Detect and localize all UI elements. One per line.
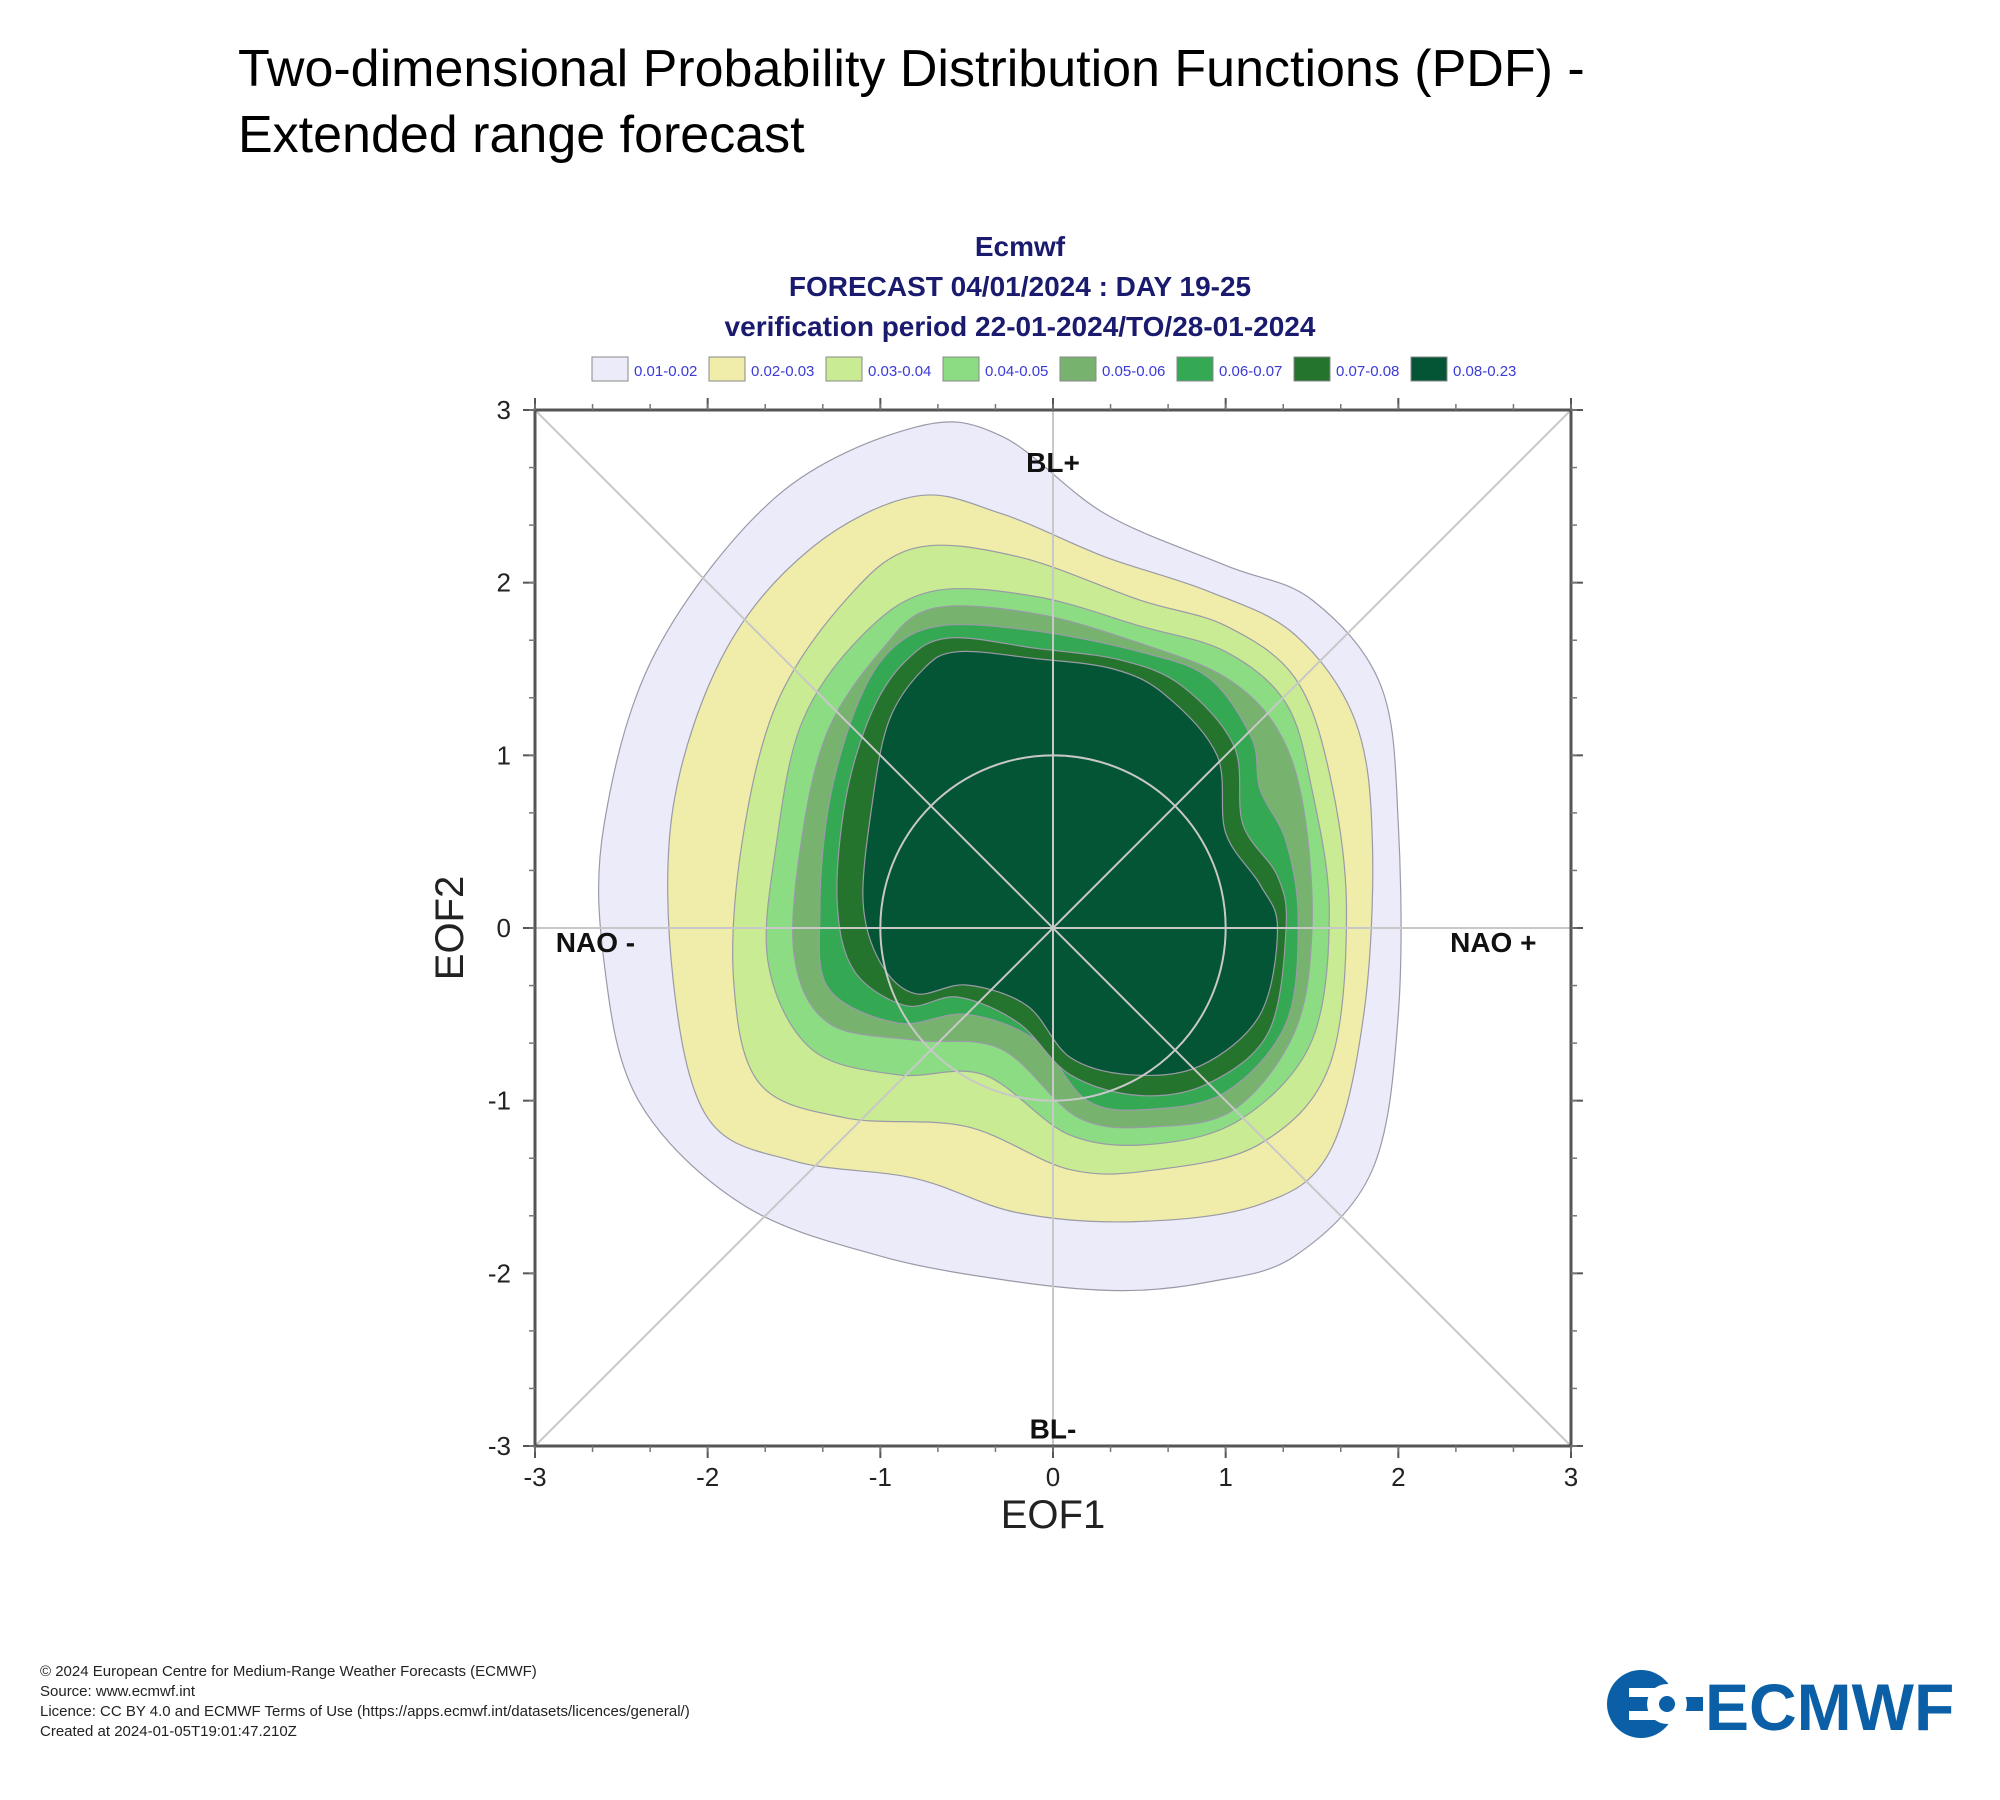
axis-ticks: -3 -2 -1 0 1 2 3 -3 -2 -1 0 1 2 3 [488, 395, 1583, 1492]
chart-title: Ecmwf [975, 231, 1066, 262]
footer: © 2024 European Centre for Medium-Range … [40, 1662, 690, 1742]
y-tick-label: -3 [488, 1431, 511, 1461]
x-tick-label: 1 [1218, 1462, 1232, 1492]
y-axis-label: EOF2 [428, 876, 472, 980]
legend-swatch-1 [591, 356, 629, 382]
legend-swatch-6 [1176, 356, 1214, 382]
page-title: Two-dimensional Probability Distribution… [238, 36, 1838, 168]
ecmwf-logo-text: ECMWF [1705, 1670, 1954, 1740]
legend-swatch-7 [1293, 356, 1331, 382]
legend-swatch-3 [825, 356, 863, 382]
guide-lines [534, 409, 1572, 1447]
contour-level-8 [862, 650, 1279, 1077]
footer-copyright: © 2024 European Centre for Medium-Range … [40, 1663, 537, 1680]
ecmwf-logo: ECMWF [1607, 1670, 1954, 1740]
legend-swatch-5 [1059, 356, 1097, 382]
regime-labels: BL+ NAO - NAO + BL- [556, 447, 1537, 1445]
legend-label-7: 0.07-0.08 [1336, 363, 1399, 380]
footer-source: Source: www.ecmwf.int [40, 1683, 196, 1700]
y-tick-label: 3 [497, 395, 511, 425]
y-tick-label: -2 [488, 1258, 511, 1288]
page-title-line-1: Two-dimensional Probability Distribution… [238, 40, 1585, 98]
chart-legend: 0.01-0.02 0.02-0.03 0.03-0.04 0.04-0.05 0.05… [591, 356, 1516, 382]
y-tick-label: 0 [497, 913, 511, 943]
regime-label-2: NAO - [556, 927, 635, 958]
ecmwf-logo-mark [1607, 1670, 1703, 1738]
x-tick-label: -1 [869, 1462, 892, 1492]
x-tick-label: -2 [696, 1462, 719, 1492]
page-title-line-2: Extended range forecast [238, 106, 805, 164]
contour-layer [598, 421, 1402, 1292]
y-tick-label: 2 [497, 568, 511, 598]
legend-label-6: 0.06-0.07 [1219, 363, 1282, 380]
guide-unit-circle [879, 754, 1227, 1102]
x-tick-label: 3 [1564, 1462, 1578, 1492]
legend-label-3: 0.03-0.04 [868, 363, 931, 380]
x-tick-label: 2 [1391, 1462, 1405, 1492]
legend-swatch-8 [1410, 356, 1448, 382]
legend-label-2: 0.02-0.03 [751, 363, 814, 380]
y-tick-label: -1 [488, 1086, 511, 1116]
x-tick-label: -3 [523, 1462, 546, 1492]
legend-label-8: 0.08-0.23 [1453, 363, 1516, 380]
x-axis-label: EOF1 [1001, 1493, 1105, 1537]
pdf-chart: Ecmwf FORECAST 04/01/2024 : DAY 19-25 ve… [428, 231, 1583, 1537]
footer-licence: Licence: CC BY 4.0 and ECMWF Terms of Us… [40, 1703, 690, 1720]
legend-label-1: 0.01-0.02 [634, 363, 697, 380]
regime-label-1: BL+ [1026, 447, 1080, 478]
legend-label-4: 0.04-0.05 [985, 363, 1048, 380]
chart-subtitle-line-2: verification period 22-01-2024/TO/28-01-… [725, 311, 1316, 342]
regime-label-4: BL- [1030, 1414, 1077, 1445]
legend-label-5: 0.05-0.06 [1102, 363, 1165, 380]
y-tick-label: 1 [497, 740, 511, 770]
footer-created: Created at 2024-01-05T19:01:47.210Z [40, 1723, 297, 1740]
guide-diagonal-2 [534, 409, 1572, 1447]
legend-swatch-2 [708, 356, 746, 382]
regime-label-3: NAO + [1450, 927, 1536, 958]
chart-subtitle-line-1: FORECAST 04/01/2024 : DAY 19-25 [789, 271, 1251, 302]
x-tick-label: 0 [1046, 1462, 1060, 1492]
legend-swatch-4 [942, 356, 980, 382]
